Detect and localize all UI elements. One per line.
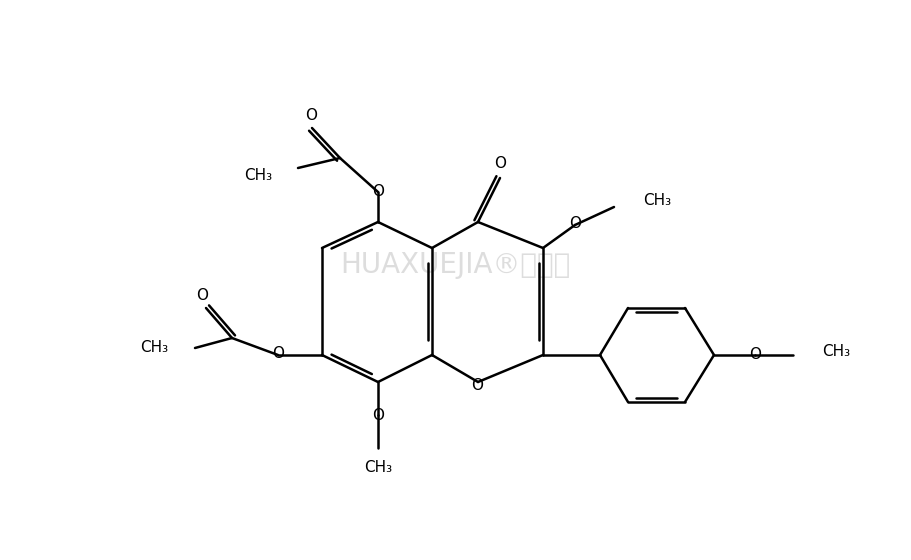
Text: CH₃: CH₃: [244, 167, 272, 183]
Text: CH₃: CH₃: [363, 460, 392, 474]
Text: O: O: [471, 377, 483, 393]
Text: O: O: [569, 216, 581, 231]
Text: O: O: [305, 108, 317, 123]
Text: CH₃: CH₃: [140, 339, 168, 354]
Text: HUAXUEJIA®化学加: HUAXUEJIA®化学加: [340, 251, 570, 279]
Text: O: O: [196, 287, 208, 302]
Text: O: O: [272, 346, 284, 361]
Text: O: O: [372, 184, 384, 198]
Text: O: O: [749, 347, 761, 362]
Text: O: O: [494, 156, 506, 170]
Text: CH₃: CH₃: [822, 343, 850, 358]
Text: CH₃: CH₃: [643, 193, 671, 208]
Text: O: O: [372, 408, 384, 423]
